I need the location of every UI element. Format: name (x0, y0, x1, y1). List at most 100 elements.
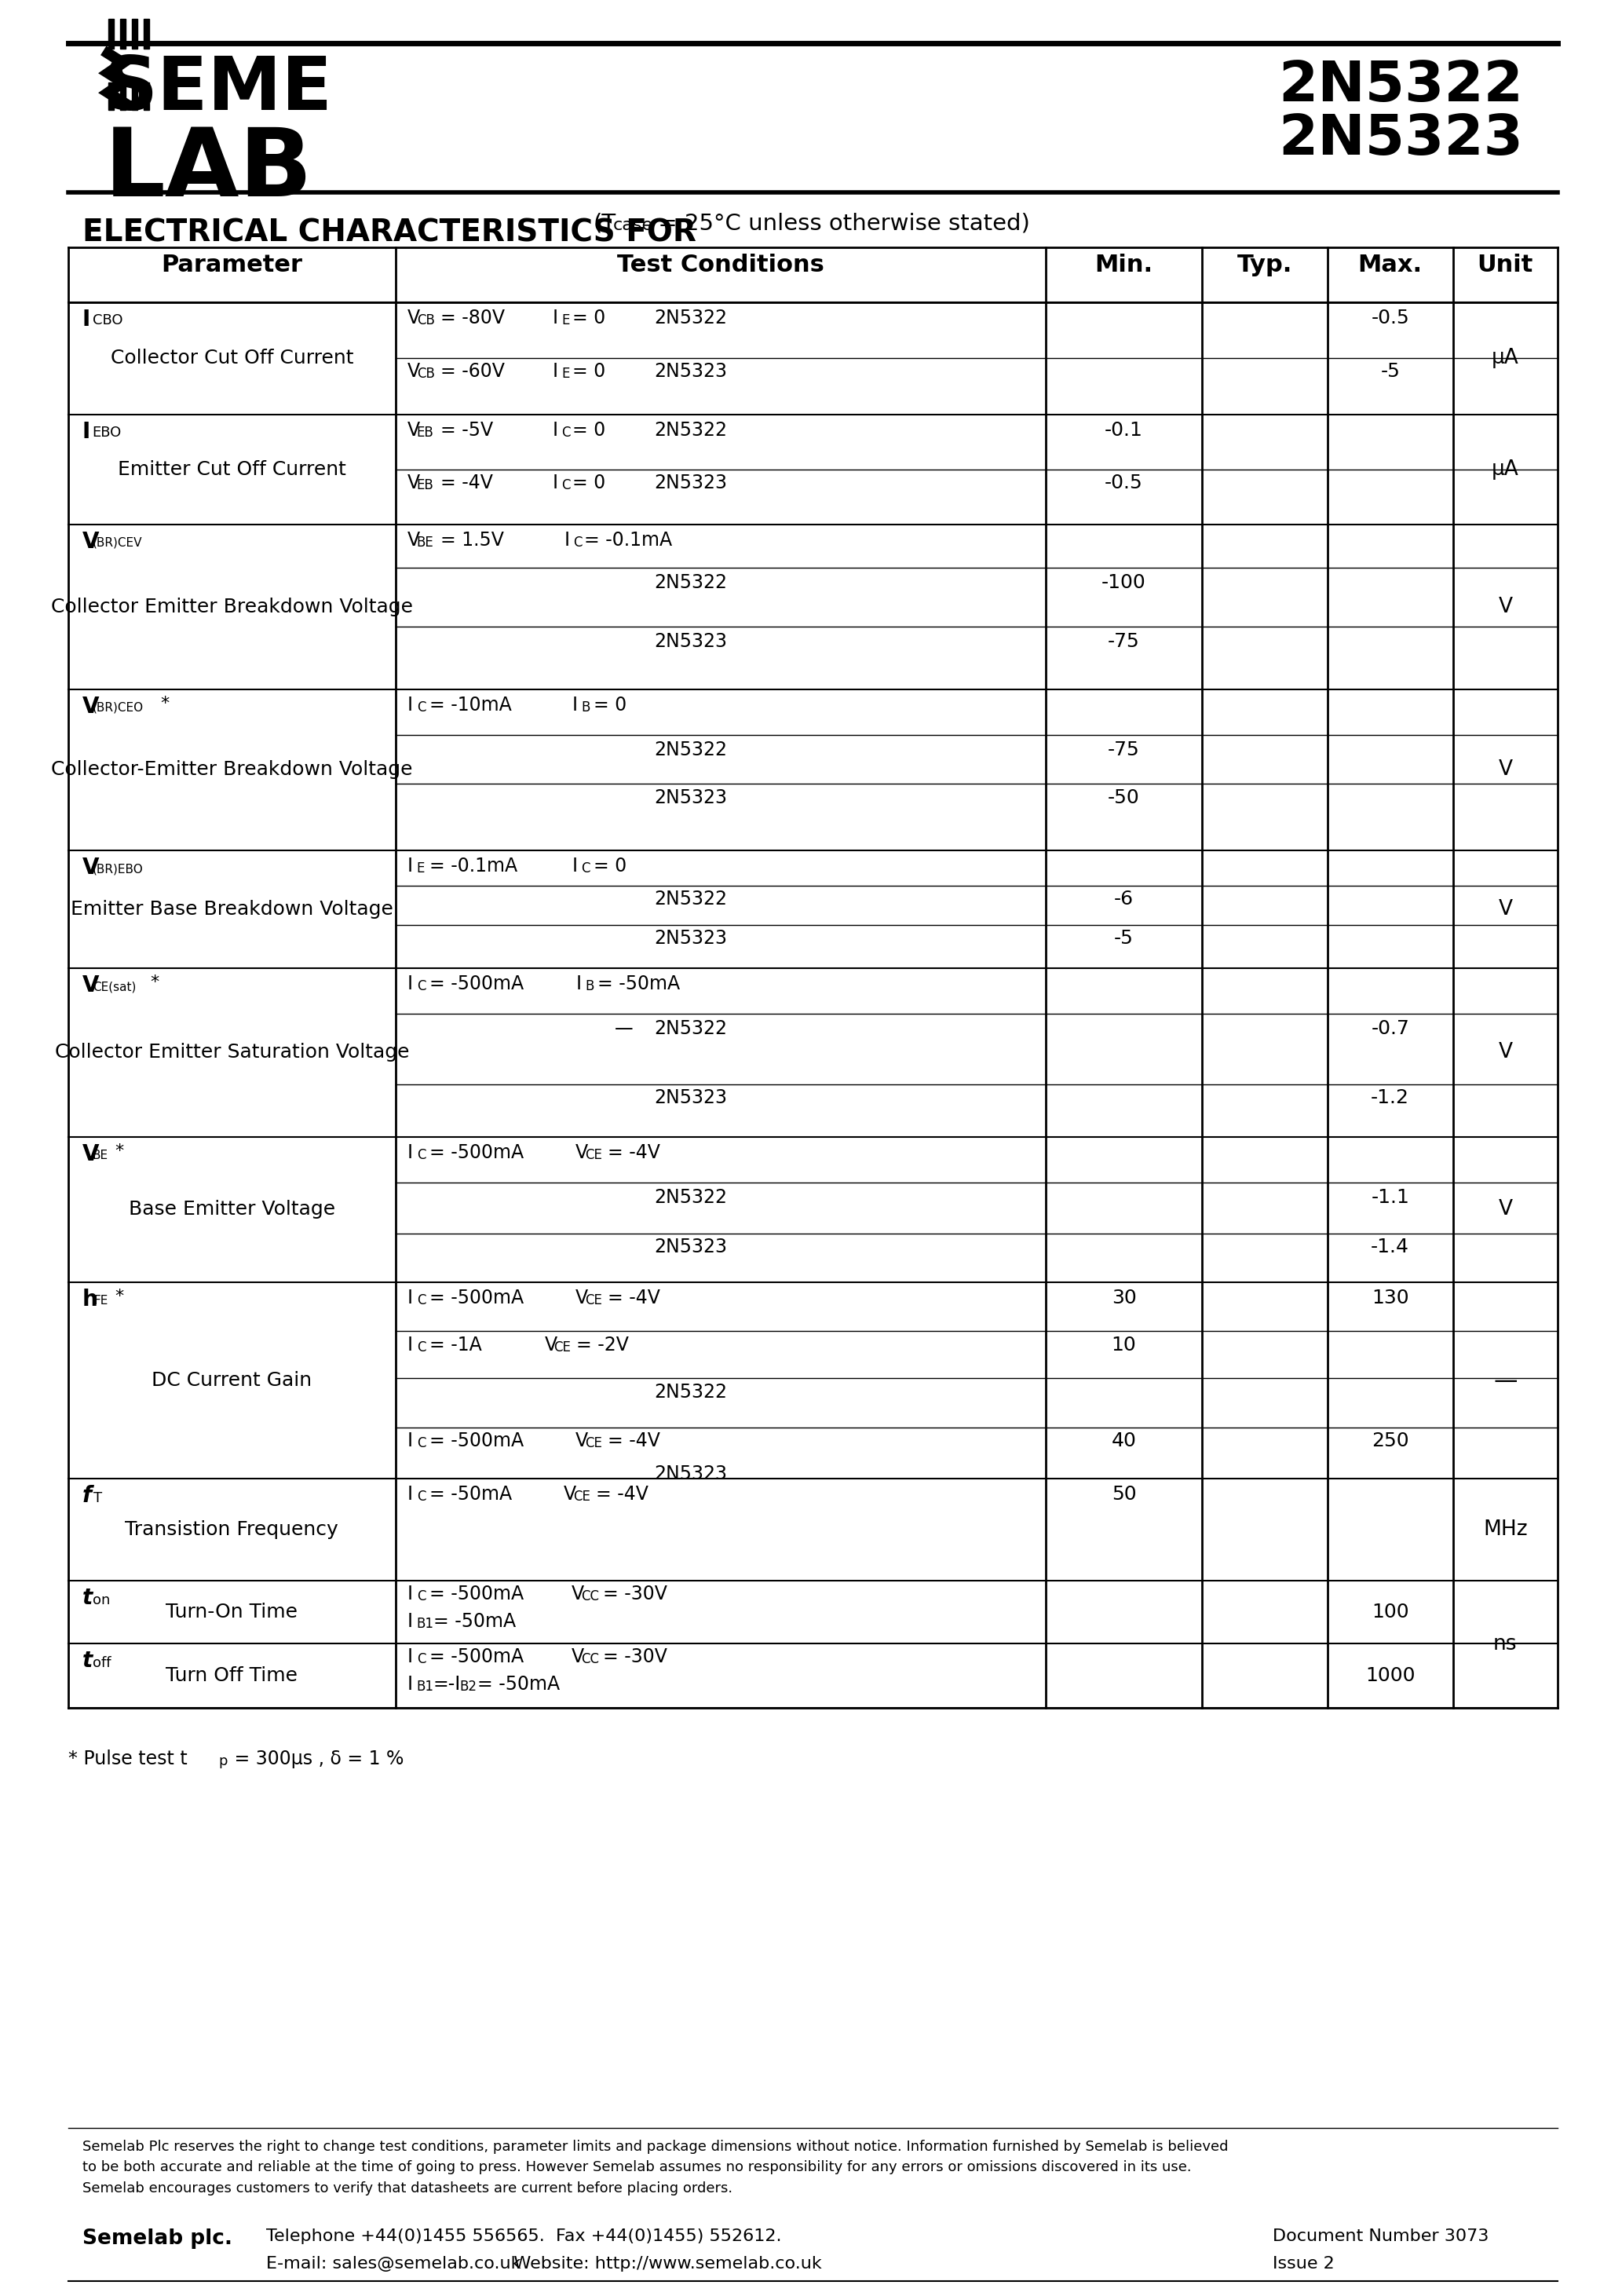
Text: -75: -75 (1108, 742, 1140, 760)
Text: -0.5: -0.5 (1105, 473, 1144, 491)
Text: -1.4: -1.4 (1371, 1238, 1410, 1256)
Text: V: V (564, 1486, 576, 1504)
Text: *: * (115, 1288, 123, 1304)
Text: Issue 2: Issue 2 (1273, 2257, 1335, 2271)
Text: Transistion Frequency: Transistion Frequency (125, 1520, 339, 1538)
Text: -0.1: -0.1 (1105, 420, 1144, 441)
Text: V: V (83, 974, 99, 996)
Text: 2N5323: 2N5323 (654, 1238, 727, 1256)
Text: C: C (417, 1653, 425, 1667)
Bar (109, 18, 114, 48)
Text: = -500mA: = -500mA (430, 1143, 524, 1162)
Text: B1: B1 (417, 1616, 435, 1630)
Text: B1: B1 (417, 1681, 435, 1694)
Text: -0.7: -0.7 (1371, 1019, 1410, 1038)
Text: *: * (151, 974, 159, 990)
Text: E: E (417, 861, 425, 875)
Text: = -60V: = -60V (440, 363, 504, 381)
Text: = 1.5V: = 1.5V (440, 530, 504, 549)
Text: I: I (551, 473, 558, 491)
Text: Collector Emitter Saturation Voltage: Collector Emitter Saturation Voltage (55, 1042, 409, 1061)
Text: Base Emitter Voltage: Base Emitter Voltage (128, 1201, 336, 1219)
Text: = 25°C unless otherwise stated): = 25°C unless otherwise stated) (650, 214, 1030, 234)
Text: CE: CE (586, 1437, 602, 1451)
Text: -5: -5 (1114, 930, 1134, 948)
Text: = -4V: = -4V (608, 1143, 660, 1162)
Text: 2N5323: 2N5323 (1278, 113, 1523, 168)
Text: = -50mA: = -50mA (477, 1674, 560, 1694)
Text: V: V (83, 530, 99, 553)
Text: CE: CE (586, 1293, 602, 1306)
Text: C: C (417, 700, 425, 714)
Text: Website: http://www.semelab.co.uk: Website: http://www.semelab.co.uk (498, 2257, 822, 2271)
Text: I: I (407, 1612, 414, 1630)
Text: I: I (407, 1143, 414, 1162)
Text: 2N5322: 2N5322 (654, 420, 727, 441)
Text: 2N5323: 2N5323 (654, 363, 727, 381)
Text: C: C (417, 1148, 425, 1162)
Text: C: C (417, 1589, 425, 1603)
Text: C: C (417, 1437, 425, 1451)
Text: I: I (407, 856, 414, 875)
Text: E-mail: sales@semelab.co.uk: E-mail: sales@semelab.co.uk (266, 2257, 521, 2271)
Text: C: C (417, 1490, 425, 1504)
Text: = -4V: = -4V (608, 1288, 660, 1306)
Text: on: on (92, 1593, 110, 1607)
Text: = -0.1mA: = -0.1mA (584, 530, 672, 549)
Text: C: C (573, 535, 582, 549)
Text: C: C (417, 978, 425, 994)
Text: MHz: MHz (1483, 1520, 1528, 1541)
Text: = -50mA: = -50mA (433, 1612, 516, 1630)
Text: = 0: = 0 (573, 473, 605, 491)
Text: 2N5323: 2N5323 (654, 631, 727, 652)
Text: CC: CC (581, 1653, 599, 1667)
Text: V: V (83, 696, 99, 719)
Text: E: E (561, 367, 569, 381)
Text: μA: μA (1492, 459, 1518, 480)
Text: t: t (83, 1587, 92, 1609)
Text: V: V (576, 1430, 589, 1451)
Text: BE: BE (92, 1150, 109, 1162)
Text: = -30V: = -30V (603, 1649, 667, 1667)
Text: = -500mA: = -500mA (430, 1430, 524, 1451)
Text: Document Number 3073: Document Number 3073 (1273, 2229, 1489, 2243)
Text: = 0: = 0 (573, 308, 605, 328)
Text: C: C (561, 425, 571, 441)
Text: 50: 50 (1111, 1486, 1137, 1504)
Text: *: * (115, 1143, 123, 1159)
Text: CE(sat): CE(sat) (92, 980, 136, 992)
Text: -6: -6 (1114, 889, 1134, 909)
Text: EB: EB (417, 478, 433, 491)
Text: V: V (407, 363, 420, 381)
Text: * Pulse test t: * Pulse test t (68, 1750, 187, 1768)
Bar (131, 83, 136, 110)
Text: Collector Cut Off Current: Collector Cut Off Current (110, 349, 354, 367)
Text: -5: -5 (1380, 363, 1400, 381)
Text: -75: -75 (1108, 631, 1140, 652)
Text: Typ.: Typ. (1238, 253, 1293, 276)
Text: 2N5322: 2N5322 (654, 889, 727, 909)
Text: = -30V: = -30V (603, 1584, 667, 1603)
Text: (BR)CEV: (BR)CEV (92, 537, 143, 549)
Text: Emitter Cut Off Current: Emitter Cut Off Current (118, 459, 345, 480)
Text: = -500mA: = -500mA (430, 1649, 524, 1667)
Text: = -1A: = -1A (430, 1336, 482, 1355)
Text: = -80V: = -80V (440, 308, 504, 328)
Text: I: I (407, 696, 414, 714)
Text: = 300μs , δ = 1 %: = 300μs , δ = 1 % (229, 1750, 404, 1768)
Text: = -4V: = -4V (608, 1430, 660, 1451)
Bar (131, 18, 136, 48)
Text: I: I (551, 308, 558, 328)
Text: Turn Off Time: Turn Off Time (165, 1667, 298, 1685)
Text: off: off (92, 1655, 110, 1669)
Text: t: t (83, 1651, 92, 1671)
Text: 2N5322: 2N5322 (654, 1187, 727, 1208)
Text: 2N5323: 2N5323 (654, 1465, 727, 1483)
Text: *: * (161, 696, 169, 712)
Text: I: I (407, 1584, 414, 1603)
Text: CE: CE (553, 1341, 571, 1355)
Text: μA: μA (1492, 349, 1518, 367)
Text: Collector Emitter Breakdown Voltage: Collector Emitter Breakdown Voltage (50, 597, 412, 615)
Text: = -2V: = -2V (576, 1336, 629, 1355)
Text: 2N5322: 2N5322 (654, 308, 727, 328)
